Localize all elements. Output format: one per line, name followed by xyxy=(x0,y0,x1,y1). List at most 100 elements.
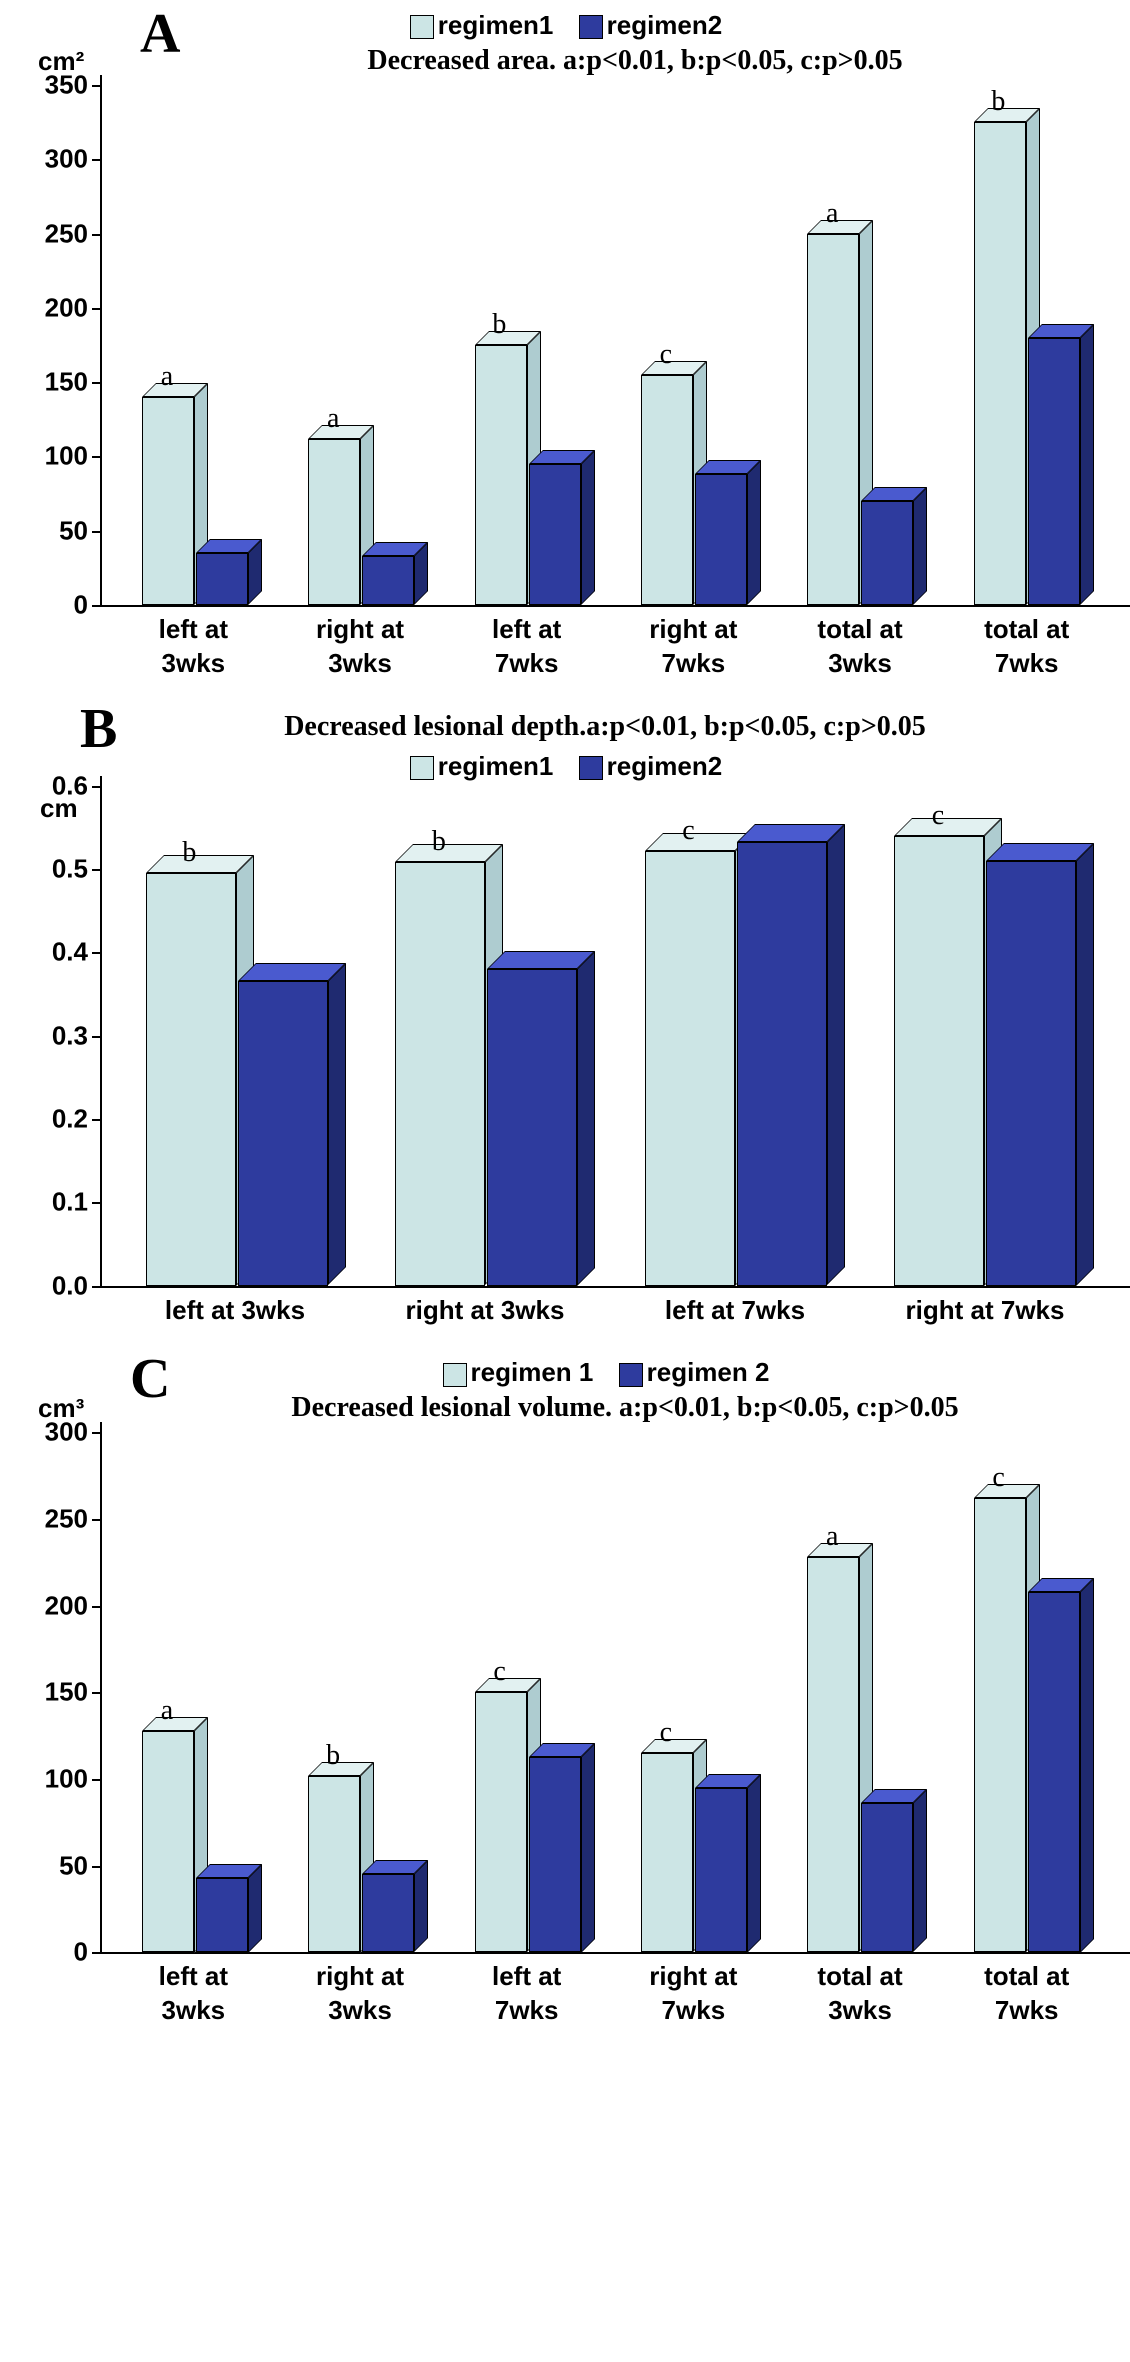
bar-regimen2 xyxy=(196,553,248,605)
bar-regimen1: a xyxy=(308,439,360,605)
y-tick-label: 100 xyxy=(45,1764,102,1795)
bar-regimen1: c xyxy=(475,1692,527,1952)
significance-label: a xyxy=(826,198,838,230)
bar-group: c xyxy=(974,1498,1080,1952)
bar-group: a xyxy=(142,1731,248,1953)
y-tick-label: 0 xyxy=(74,590,102,621)
x-tick-label: total at 7wks xyxy=(943,1960,1110,2028)
y-tick-label: 200 xyxy=(45,292,102,323)
legend-box-r2 xyxy=(579,15,603,39)
significance-label: c xyxy=(682,815,694,847)
bar-regimen1: b xyxy=(146,873,236,1286)
significance-label: c xyxy=(660,1717,672,1749)
bar-group: c xyxy=(641,375,747,605)
bar-regimen1: a xyxy=(142,1731,194,1953)
x-tick-label: left at 7wks xyxy=(443,613,610,681)
bar-group: b xyxy=(308,1776,414,1953)
significance-label: a xyxy=(826,1521,838,1553)
bar-regimen1: a xyxy=(142,397,194,605)
x-tick-label: right at 3wks xyxy=(277,613,444,681)
bar-group: c xyxy=(641,1753,747,1952)
legend-label-r2: regimen2 xyxy=(607,10,723,40)
bar-regimen2 xyxy=(362,1874,414,1952)
bar-regimen1: c xyxy=(974,1498,1026,1952)
bar-regimen2 xyxy=(737,842,827,1285)
significance-label: a xyxy=(161,361,173,393)
y-tick-label: 0.2 xyxy=(52,1103,102,1134)
panel-letter-c: C xyxy=(130,1347,170,1411)
bar-regimen1: c xyxy=(894,836,984,1286)
bar-regimen2 xyxy=(861,501,913,605)
x-tick-label: total at 3wks xyxy=(777,1960,944,2028)
bar-group: a xyxy=(807,234,913,605)
chart-b: 0.00.10.20.30.40.50.6bbcc xyxy=(100,786,1120,1288)
bar-regimen1: a xyxy=(807,1557,859,1952)
bar-regimen1: b xyxy=(308,1776,360,1953)
significance-label: c xyxy=(992,1462,1004,1494)
bar-group: a xyxy=(308,439,414,605)
y-tick-label: 0.4 xyxy=(52,937,102,968)
significance-label: a xyxy=(161,1695,173,1727)
y-tick-label: 0.0 xyxy=(52,1270,102,1301)
y-tick-label: 0 xyxy=(74,1937,102,1968)
bar-regimen1: c xyxy=(641,375,693,605)
bar-regimen2 xyxy=(695,1788,747,1953)
significance-label: c xyxy=(660,339,672,371)
y-tick-label: 250 xyxy=(45,218,102,249)
x-tick-label: right at 7wks xyxy=(610,613,777,681)
bar-regimen2 xyxy=(1028,1592,1080,1953)
bar-regimen1: c xyxy=(641,1753,693,1952)
panel-b: B Decreased lesional depth.a:p<0.01, b:p… xyxy=(10,711,1130,1328)
y-tick-label: 300 xyxy=(45,144,102,175)
y-tick-label: 150 xyxy=(45,367,102,398)
y-tick-label: 200 xyxy=(45,1590,102,1621)
y-tick-label: 100 xyxy=(45,441,102,472)
y-tick-label: 50 xyxy=(59,515,102,546)
legend-c: regimen 1 regimen 2 xyxy=(10,1357,1130,1388)
x-tick-label: total at 7wks xyxy=(943,613,1110,681)
y-tick-label: 0.1 xyxy=(52,1187,102,1218)
legend-box-r2 xyxy=(619,1363,643,1387)
bar-regimen2 xyxy=(487,969,577,1286)
x-tick-label: left at 7wks xyxy=(443,1960,610,2028)
x-labels-c: left at 3wksright at 3wksleft at 7wksrig… xyxy=(100,1954,1120,2028)
y-tick-label: 250 xyxy=(45,1504,102,1535)
legend-label-r2: regimen2 xyxy=(607,751,723,781)
panel-letter-a: A xyxy=(140,2,180,66)
x-labels-a: left at 3wksright at 3wksleft at 7wksrig… xyxy=(100,607,1120,681)
x-tick-label: left at 3wks xyxy=(110,613,277,681)
y-tick-label: 0.3 xyxy=(52,1020,102,1051)
legend-label-r2: regimen 2 xyxy=(647,1357,770,1387)
legend-box-r2 xyxy=(579,756,603,780)
x-tick-label: total at 3wks xyxy=(777,613,944,681)
bar-regimen1: b xyxy=(395,862,485,1285)
bar-regimen1: c xyxy=(645,851,735,1286)
bar-group: a xyxy=(807,1557,913,1952)
significance-label: b xyxy=(492,309,506,341)
bar-regimen2 xyxy=(1028,338,1080,605)
bar-group: c xyxy=(475,1692,581,1952)
legend-label-r1: regimen1 xyxy=(438,10,554,40)
legend-box-r1 xyxy=(443,1363,467,1387)
significance-label: a xyxy=(327,403,339,435)
x-tick-label: left at 3wks xyxy=(110,1294,360,1328)
chart-c: 050100150200250300abccac xyxy=(100,1432,1120,1954)
legend-label-r1: regimen1 xyxy=(438,751,554,781)
significance-label: c xyxy=(493,1656,505,1688)
y-tick-label: 50 xyxy=(59,1850,102,1881)
legend-box-r1 xyxy=(410,756,434,780)
legend-label-r1: regimen 1 xyxy=(471,1357,594,1387)
title-b: Decreased lesional depth.a:p<0.01, b:p<0… xyxy=(10,711,1130,743)
title-c: Decreased lesional volume. a:p<0.01, b:p… xyxy=(10,1392,1130,1424)
bar-regimen2 xyxy=(529,464,581,605)
bar-regimen1: b xyxy=(974,122,1026,605)
y-tick-label: 350 xyxy=(45,70,102,101)
y-tick-label: 0.5 xyxy=(52,853,102,884)
panel-c: C regimen 1 regimen 2 cm³ Decreased lesi… xyxy=(10,1357,1130,2028)
bar-group: b xyxy=(974,122,1080,605)
bar-group: b xyxy=(395,862,577,1285)
bar-group: c xyxy=(894,836,1076,1286)
bar-group: b xyxy=(146,873,328,1286)
significance-label: b xyxy=(326,1740,340,1772)
panel-letter-b: B xyxy=(80,697,117,761)
